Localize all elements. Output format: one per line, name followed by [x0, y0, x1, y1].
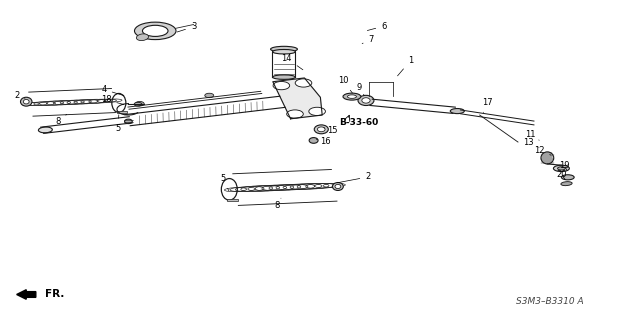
Ellipse shape	[134, 22, 176, 40]
Ellipse shape	[348, 95, 356, 98]
Text: 6: 6	[367, 22, 387, 31]
Ellipse shape	[136, 34, 148, 41]
Ellipse shape	[38, 127, 52, 133]
Ellipse shape	[561, 175, 574, 180]
Ellipse shape	[317, 127, 325, 132]
Text: 4: 4	[102, 85, 124, 96]
Text: 7: 7	[362, 35, 374, 44]
Ellipse shape	[24, 100, 29, 104]
Ellipse shape	[273, 49, 296, 54]
Text: B-33-60: B-33-60	[339, 118, 378, 128]
Ellipse shape	[557, 167, 565, 170]
Ellipse shape	[20, 97, 32, 106]
Text: 9: 9	[357, 83, 364, 95]
Text: 10: 10	[338, 76, 353, 93]
Ellipse shape	[125, 119, 132, 123]
Text: 5: 5	[116, 115, 121, 133]
Ellipse shape	[143, 25, 168, 36]
Ellipse shape	[362, 98, 370, 103]
FancyArrow shape	[17, 290, 36, 299]
Text: 20: 20	[556, 170, 566, 179]
Bar	[227, 198, 237, 201]
Ellipse shape	[541, 152, 554, 164]
Bar	[117, 111, 127, 114]
Text: 2: 2	[14, 92, 25, 100]
Text: 11: 11	[525, 130, 539, 140]
Ellipse shape	[554, 165, 570, 172]
Text: 14: 14	[282, 54, 303, 70]
Ellipse shape	[134, 102, 142, 106]
Ellipse shape	[343, 93, 361, 100]
Ellipse shape	[205, 93, 214, 98]
Text: 12: 12	[534, 146, 551, 155]
Ellipse shape	[271, 46, 298, 52]
Text: 8: 8	[274, 198, 281, 210]
Circle shape	[287, 110, 303, 118]
Text: 5: 5	[220, 174, 228, 191]
Text: 13: 13	[523, 137, 539, 148]
Ellipse shape	[561, 182, 572, 186]
Text: 15: 15	[324, 126, 338, 135]
Text: S3M3–B3310 A: S3M3–B3310 A	[516, 297, 584, 306]
Ellipse shape	[273, 75, 296, 79]
Text: 8: 8	[56, 114, 67, 126]
Polygon shape	[273, 78, 322, 119]
Ellipse shape	[332, 182, 343, 190]
Text: 17: 17	[482, 98, 493, 113]
Ellipse shape	[451, 108, 465, 114]
Ellipse shape	[135, 101, 144, 106]
Text: 19: 19	[559, 161, 569, 170]
Text: 3: 3	[177, 22, 196, 32]
Text: 16: 16	[316, 137, 330, 145]
Text: 1: 1	[397, 56, 413, 76]
Circle shape	[295, 79, 312, 87]
Circle shape	[273, 81, 290, 90]
Circle shape	[309, 107, 325, 115]
Ellipse shape	[314, 125, 328, 134]
Text: 2: 2	[337, 173, 371, 183]
Ellipse shape	[309, 137, 318, 143]
Ellipse shape	[358, 95, 374, 106]
Ellipse shape	[335, 184, 340, 189]
Text: FR.: FR.	[45, 289, 65, 300]
Text: 18: 18	[100, 95, 124, 105]
